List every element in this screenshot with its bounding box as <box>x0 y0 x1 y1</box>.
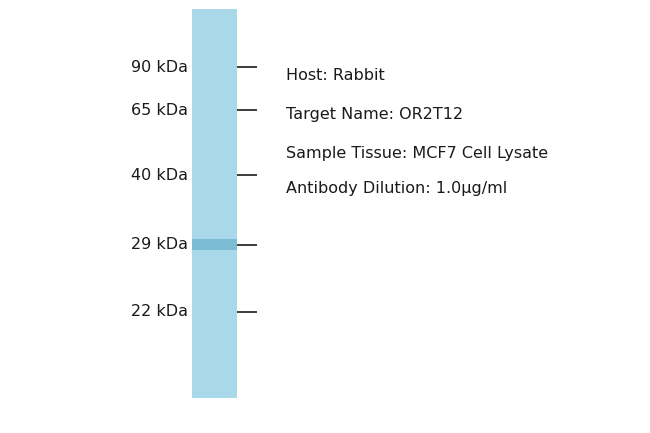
Text: Host: Rabbit: Host: Rabbit <box>286 68 385 83</box>
Bar <box>192 239 237 250</box>
Text: Antibody Dilution: 1.0µg/ml: Antibody Dilution: 1.0µg/ml <box>286 181 507 196</box>
Text: 40 kDa: 40 kDa <box>131 168 188 183</box>
Text: Target Name: OR2T12: Target Name: OR2T12 <box>286 107 463 122</box>
Text: 22 kDa: 22 kDa <box>131 304 188 319</box>
Text: 65 kDa: 65 kDa <box>131 103 188 118</box>
Text: Sample Tissue: MCF7 Cell Lysate: Sample Tissue: MCF7 Cell Lysate <box>286 146 548 161</box>
Text: 90 kDa: 90 kDa <box>131 60 188 74</box>
Text: 29 kDa: 29 kDa <box>131 237 188 252</box>
Bar <box>192 9 237 398</box>
